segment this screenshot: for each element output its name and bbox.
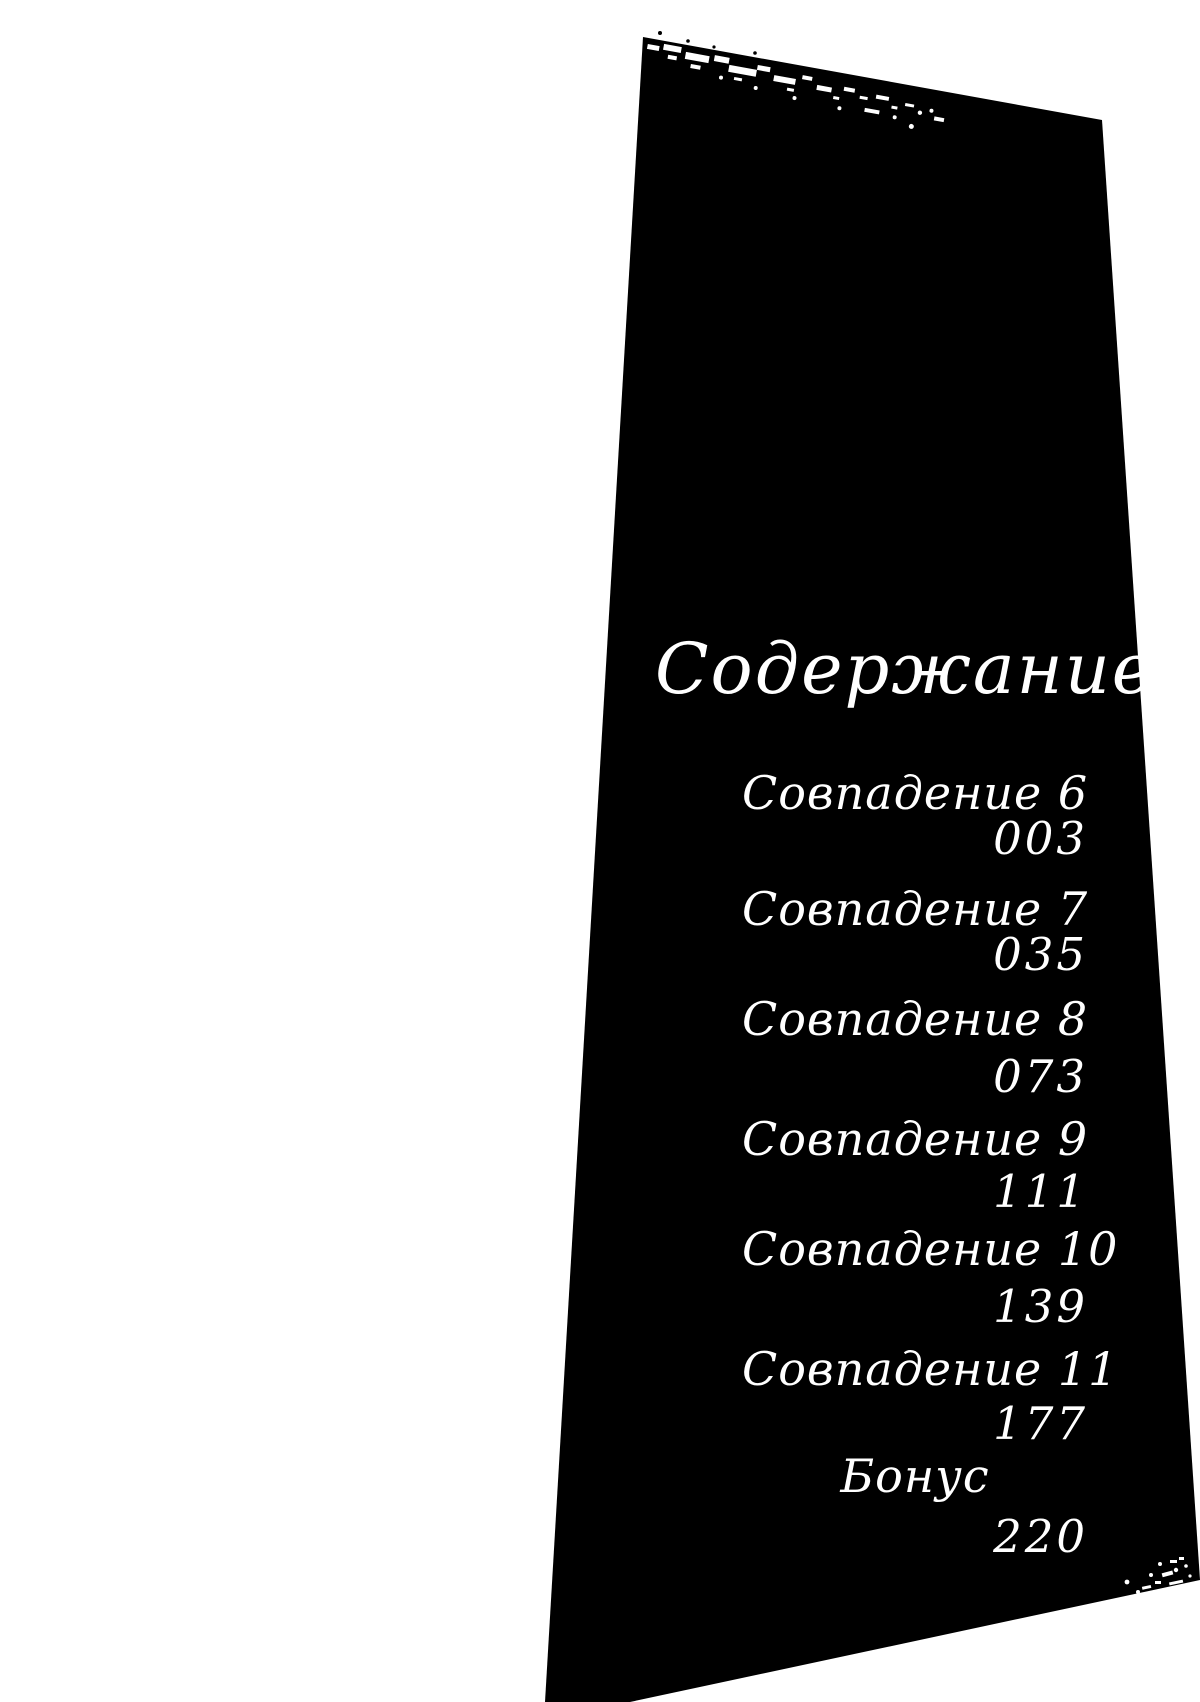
panel-shape	[545, 37, 1200, 1702]
toc-page-number: 220	[993, 1510, 1088, 1563]
toc-page-number: 035	[993, 928, 1088, 981]
toc-chapter-label: Совпадение 7	[742, 882, 1089, 936]
toc-page-number: 177	[993, 1397, 1088, 1450]
top-edge-grunge	[646, 43, 945, 129]
toc-chapter-label: Совпадение 8	[742, 992, 1089, 1046]
toc-chapter-label: Совпадение 6	[742, 766, 1089, 820]
toc-chapter-label: Совпадение 9	[742, 1112, 1089, 1166]
toc-chapter-label: Совпадение 10	[742, 1222, 1119, 1276]
toc-chapter-label: Совпадение 11	[742, 1342, 1119, 1396]
toc-page-number: 139	[993, 1280, 1088, 1333]
toc-page-number: 073	[993, 1050, 1088, 1103]
bottom-edge-grunge	[1124, 1557, 1192, 1594]
top-edge-specks	[658, 31, 757, 55]
page-title: Содержание	[655, 628, 1156, 710]
toc-page-number: 111	[993, 1165, 1088, 1218]
toc-chapter-label: Бонус	[840, 1449, 990, 1503]
toc-page-number: 003	[993, 812, 1088, 865]
